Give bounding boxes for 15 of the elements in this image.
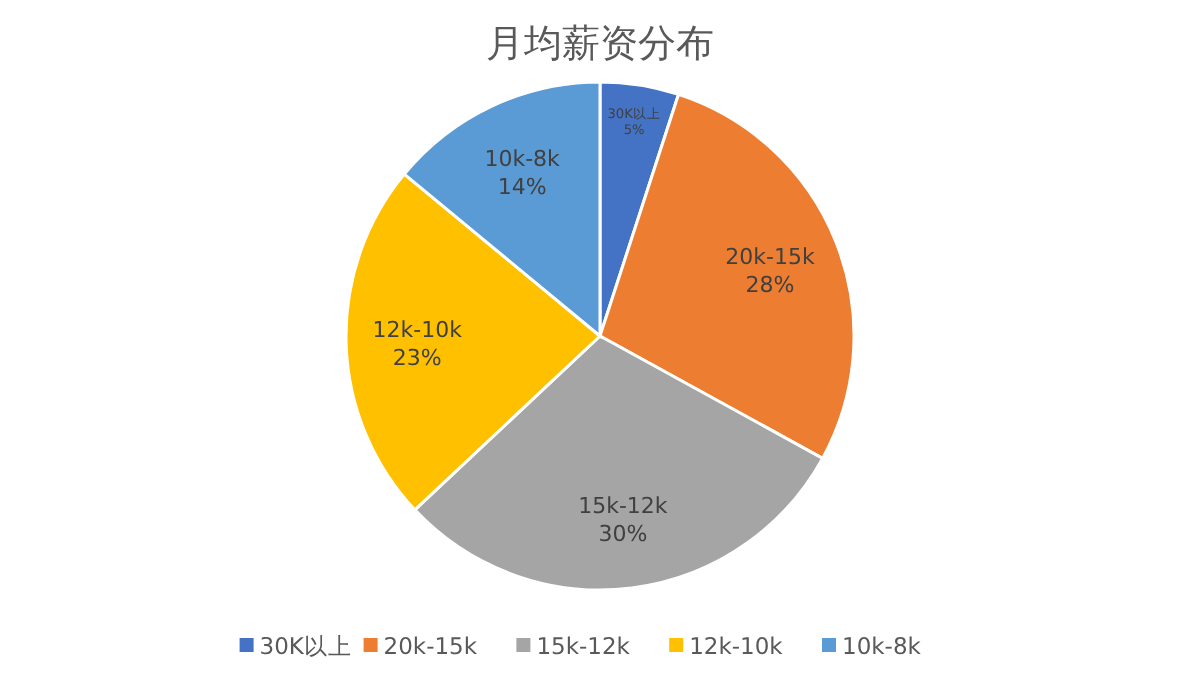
data-label: 14% (497, 173, 547, 200)
legend-label: 12k-10k (689, 632, 784, 660)
legend-label: 30K以上 (259, 632, 352, 660)
chart-title: 月均薪资分布 (486, 22, 714, 66)
legend-label: 10k-8k (842, 632, 922, 660)
data-label: 30% (598, 520, 648, 547)
slice-label: 15k-12k (578, 493, 669, 520)
data-label: 23% (392, 344, 442, 371)
legend-label: 15k-12k (536, 632, 631, 660)
slice-label: 12k-10k (372, 317, 464, 344)
slice-label: 10k-8k (484, 146, 562, 173)
data-label: 28% (745, 271, 795, 298)
slice-label: 20k-15k (725, 244, 816, 271)
pie-slice (598, 92, 856, 460)
legend-label: 20k-15k (383, 632, 478, 660)
